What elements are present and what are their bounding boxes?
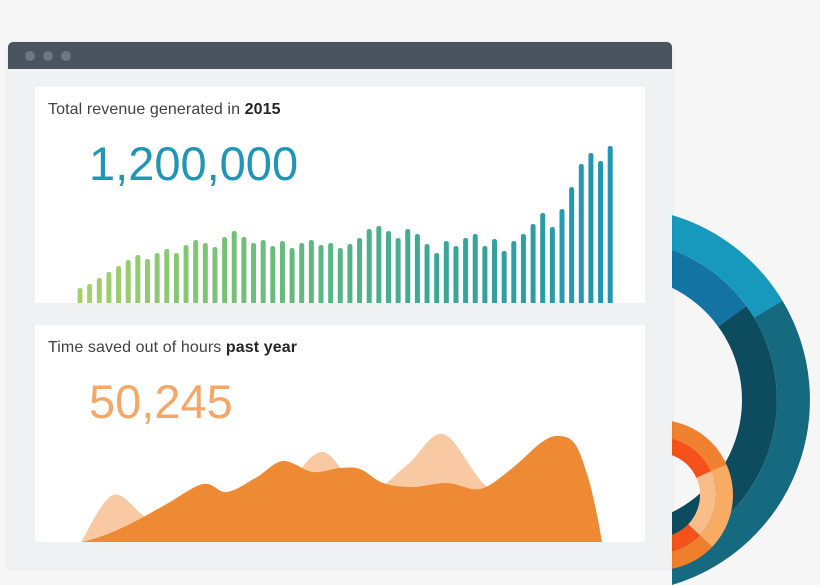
- time-saved-card-title: Time saved out of hours past year: [48, 339, 645, 357]
- time-saved-card: Time saved out of hours past year 50,245: [35, 325, 645, 542]
- time-saved-area-chart: [81, 433, 602, 542]
- window-control-dot[interactable]: [61, 50, 71, 61]
- browser-titlebar: [8, 42, 672, 69]
- window-control-dot[interactable]: [43, 50, 53, 61]
- time-saved-title-period: past year: [225, 339, 298, 356]
- donut-rings-graphic: [672, 215, 810, 585]
- revenue-card: Total revenue generated in 2015 1,200,00…: [35, 87, 645, 303]
- browser-window: Total revenue generated in 2015 1,200,00…: [8, 42, 672, 568]
- revenue-value: 1,200,000: [89, 137, 299, 190]
- revenue-card-title: Total revenue generated in 2015: [48, 101, 645, 119]
- revenue-title-text: Total revenue generated in: [48, 101, 245, 118]
- revenue-title-year: 2015: [244, 101, 281, 118]
- revenue-bar-chart: [77, 146, 613, 303]
- donut-decoration: [672, 0, 820, 585]
- window-control-dot[interactable]: [25, 50, 35, 61]
- time-saved-title-text: Time saved out of hours: [48, 339, 226, 356]
- time-saved-value: 50,245: [89, 375, 233, 428]
